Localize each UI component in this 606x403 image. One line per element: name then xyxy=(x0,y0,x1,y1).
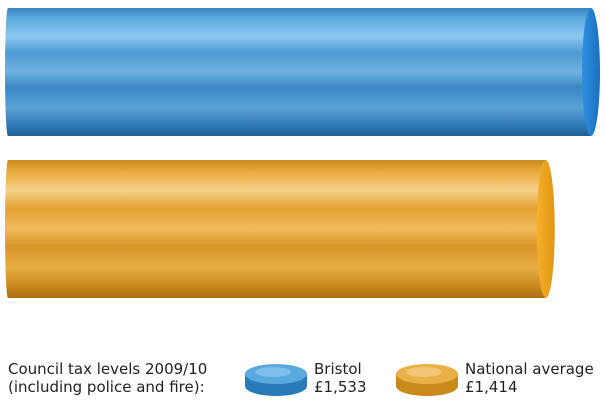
legend-value-national-average: £1,414 xyxy=(465,378,518,396)
chart-title: Council tax levels 2009/10 (including po… xyxy=(8,360,207,396)
bar-national-average xyxy=(5,160,555,298)
legend-item-bristol: Bristol £1,533 xyxy=(243,360,383,400)
bar-bristol xyxy=(5,8,600,136)
legend-value-bristol: £1,533 xyxy=(314,378,367,396)
legend: Council tax levels 2009/10 (including po… xyxy=(0,350,606,403)
legend-label-bristol: Bristol xyxy=(314,360,362,378)
gold-disc-icon xyxy=(396,364,458,396)
chart-plot-area xyxy=(5,8,600,298)
bar-end-cap-bristol xyxy=(582,8,600,136)
bar-body-bristol xyxy=(8,8,591,136)
legend-item-national-average: National average £1,414 xyxy=(394,360,604,400)
bars-group xyxy=(5,8,600,298)
bar-end-cap-national-average xyxy=(536,160,555,298)
chart-title-line-1: Council tax levels 2009/10 xyxy=(8,360,208,378)
chart-title-line-2: (including police and fire): xyxy=(8,378,205,396)
bar-body-national-average xyxy=(8,160,546,298)
legend-label-national-average: National average xyxy=(465,360,594,378)
blue-disc-icon xyxy=(245,364,307,396)
